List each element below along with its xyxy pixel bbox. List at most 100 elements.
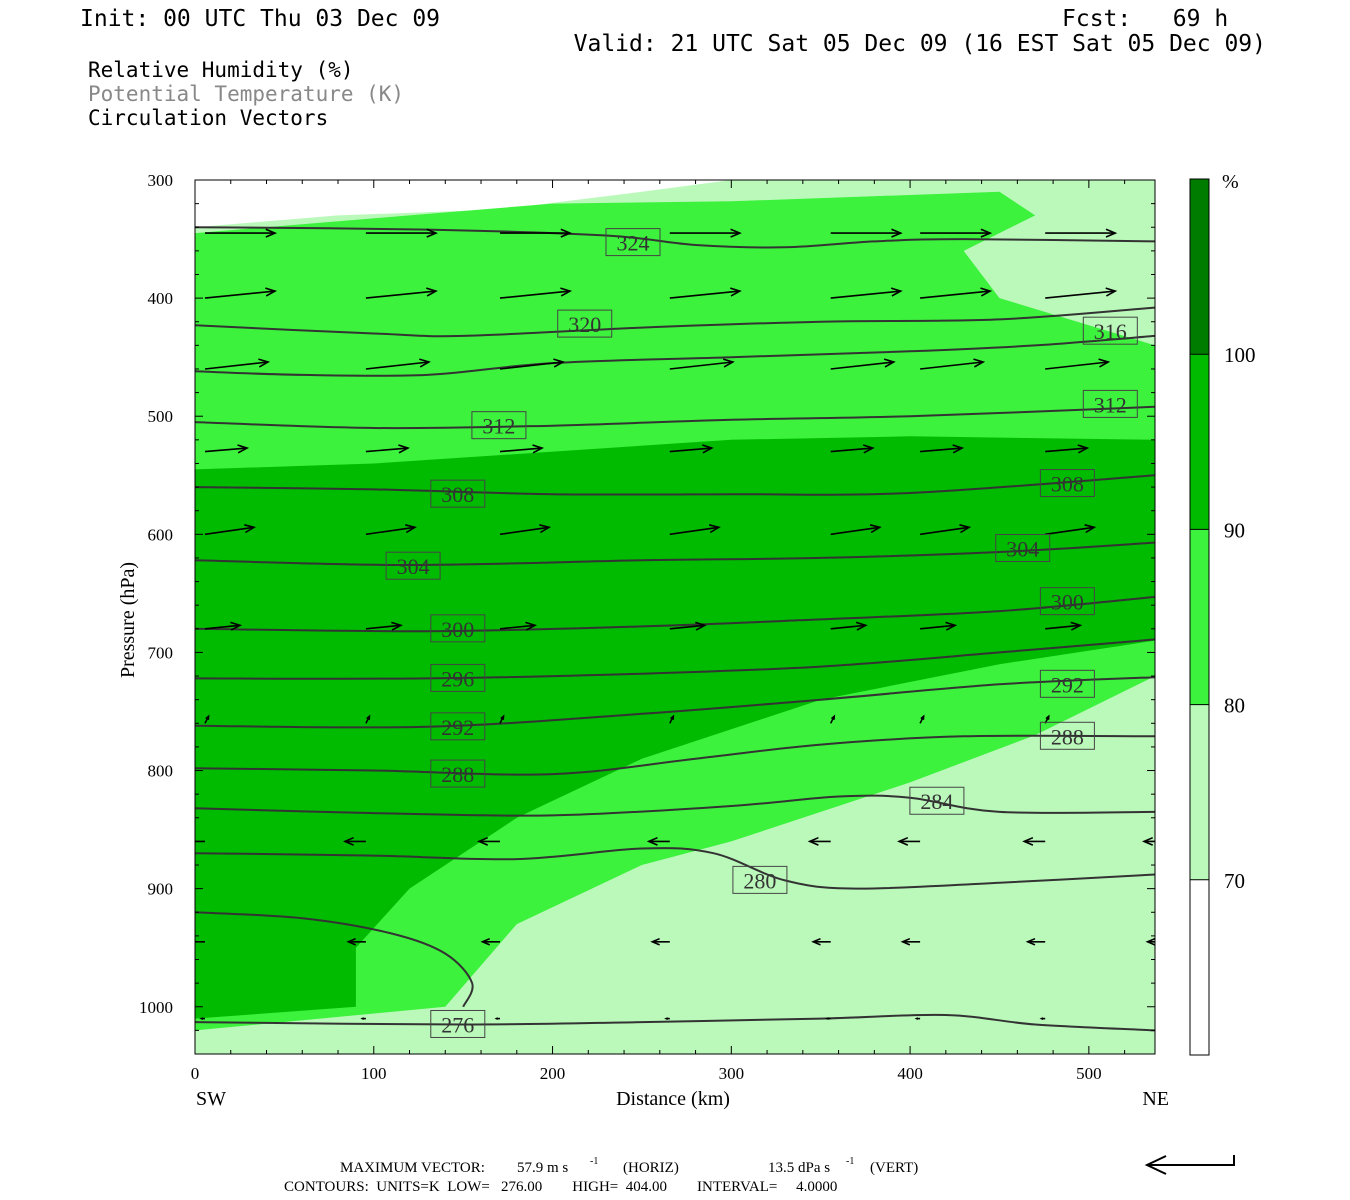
- contour-label-box: [1039, 469, 1095, 498]
- contour-label-box: [430, 479, 486, 508]
- vector-arrowhead: [897, 836, 909, 846]
- vector-arrow: [830, 526, 880, 536]
- theta-contour-line: [195, 405, 1155, 430]
- contour-label-box: [385, 551, 441, 580]
- contour-label: 292: [430, 712, 486, 741]
- vector-arrowhead: [730, 228, 742, 238]
- vector-arrowhead: [1226, 229, 1235, 237]
- x-tick-label: 200: [540, 1064, 566, 1083]
- contour-label-text: 316: [1094, 319, 1127, 344]
- vector-arrowhead: [360, 1017, 365, 1020]
- vector-arrowhead: [980, 287, 993, 297]
- vector-arrowhead: [244, 524, 257, 534]
- colorbar-level-label: 70: [1224, 869, 1245, 893]
- vector-arrow: [1045, 290, 1116, 299]
- contour-label: 296: [430, 663, 486, 692]
- contour-label-text: 300: [441, 617, 474, 642]
- vector-arrow: [669, 290, 740, 299]
- contour-label-text: 324: [616, 231, 649, 256]
- vector-arrowhead: [650, 937, 660, 946]
- vector-arrow: [499, 290, 571, 299]
- vector-arrow: [830, 624, 866, 630]
- theta-contour-line: [195, 638, 1155, 680]
- vector-arrowhead: [807, 836, 819, 846]
- field-label-vectors: Circulation Vectors: [88, 106, 328, 130]
- vector-arrowhead: [258, 358, 271, 368]
- rh-shading: [195, 180, 1155, 1054]
- vector-arrow: [1045, 526, 1095, 536]
- contour-label: 284: [909, 786, 965, 815]
- contour-label: 308: [1039, 469, 1095, 498]
- ne-label: NE: [1142, 1088, 1169, 1110]
- vector-arrowhead: [664, 1017, 669, 1020]
- x-tick-label: 500: [1076, 1064, 1102, 1083]
- vector-arrow: [499, 624, 536, 630]
- vector-arrowhead: [205, 714, 210, 720]
- vector-arrow: [365, 447, 408, 453]
- valid-time: Valid: 21 UTC Sat 05 Dec 09 (16 EST Sat …: [574, 31, 1266, 57]
- vector-arrowhead: [476, 836, 489, 846]
- contour-label-box: [430, 759, 486, 788]
- contour-label-box: [732, 865, 788, 894]
- vector-arrowhead: [230, 621, 243, 631]
- theta-contour-line: [195, 676, 1155, 729]
- vector-arrowhead: [480, 937, 491, 946]
- colorbar-swatch: [1190, 179, 1209, 355]
- vector-arrowhead: [811, 937, 821, 946]
- contour-label: 300: [1039, 587, 1095, 616]
- vector-arrowhead: [1084, 524, 1097, 534]
- vector-arrowhead: [900, 937, 911, 946]
- vector-arrow: [365, 526, 416, 536]
- theta-contour-line: [195, 794, 1155, 817]
- contour-label-box: [1039, 669, 1095, 698]
- vector-arrowhead: [708, 524, 721, 534]
- contour-label: 288: [430, 759, 486, 788]
- theta-contour-line: [195, 1013, 1155, 1032]
- vector-arrow: [204, 624, 241, 630]
- vector-arrow: [830, 290, 901, 299]
- contour-label: 304: [995, 533, 1051, 562]
- contour-label-box: [471, 411, 527, 440]
- vector-arrow: [669, 447, 712, 453]
- vector-arrowhead: [560, 287, 573, 297]
- vector-arrowhead: [342, 836, 354, 846]
- vector-arrow: [499, 526, 550, 536]
- vector-arrowhead: [1022, 836, 1034, 846]
- contour-label-text: 288: [441, 762, 474, 787]
- vector-arrowhead: [914, 1017, 919, 1020]
- vector-arrowhead: [366, 714, 371, 720]
- colorbar-unit: %: [1222, 171, 1239, 193]
- theta-contours: [195, 226, 1155, 1032]
- vector-arrowhead: [1225, 288, 1235, 296]
- y-axis-label: Pressure (hPa): [117, 562, 139, 678]
- y-tick-label: 400: [148, 289, 174, 308]
- rh-region-90-100: [195, 436, 1155, 1019]
- y-tick-label: 600: [148, 525, 174, 544]
- vector-arrowhead: [670, 714, 675, 720]
- contour-label-text: 280: [743, 868, 776, 893]
- plot-frame: [194, 179, 1156, 1055]
- contour-label: 276: [430, 1009, 486, 1038]
- vector-arrowhead: [722, 358, 735, 368]
- horiz-unit-superscript: -1: [590, 1156, 598, 1167]
- vector-arrowhead: [1145, 937, 1155, 946]
- vector-arrow: [669, 624, 705, 630]
- contour-label: 324: [605, 228, 661, 257]
- vector-arrowhead: [1166, 716, 1169, 720]
- vector-arrow: [830, 447, 873, 453]
- vector-arrow: [499, 361, 564, 370]
- contour-label-text: 304: [1006, 536, 1039, 561]
- contour-label: 312: [471, 411, 527, 440]
- vector-arrowhead: [265, 287, 278, 297]
- vector-arrow: [669, 361, 733, 370]
- contour-label-box: [605, 228, 661, 257]
- contour-label-box: [1082, 316, 1138, 345]
- contour-label: 304: [385, 551, 441, 580]
- vector-arrow: [920, 624, 956, 630]
- vector-arrowhead: [959, 524, 972, 534]
- vector-arrow: [1045, 624, 1081, 630]
- theta-contour-line: [195, 226, 1155, 249]
- vector-arrowhead: [265, 228, 278, 238]
- vector-arrowhead: [346, 937, 356, 946]
